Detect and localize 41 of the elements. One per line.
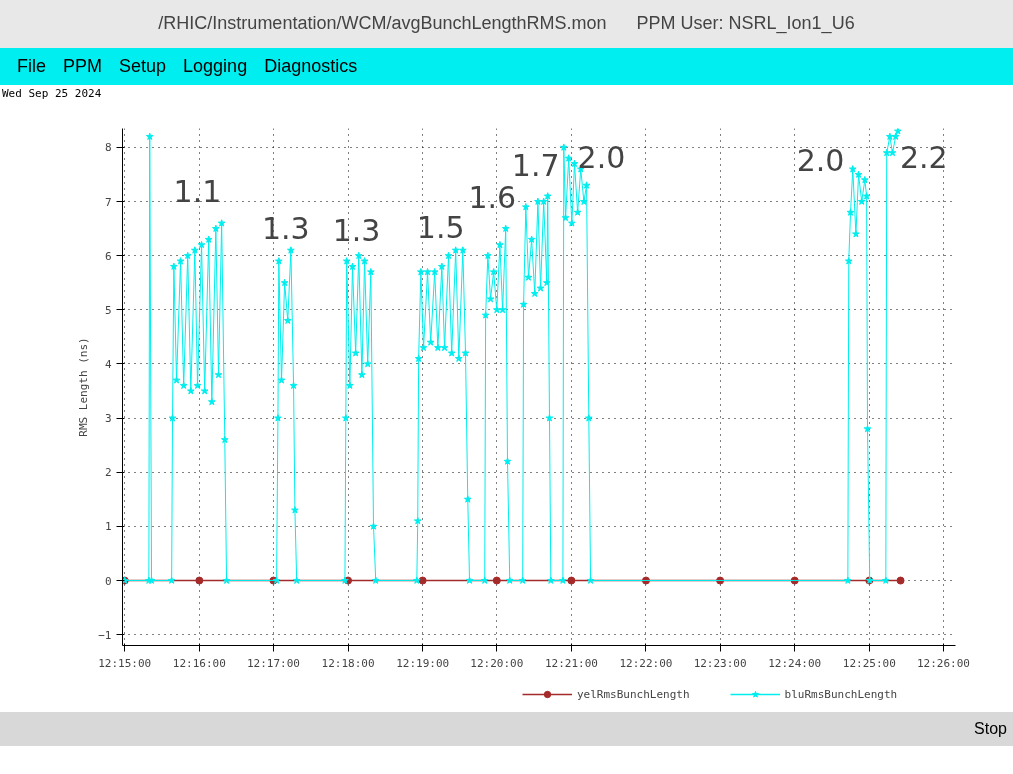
x-tick-label: 12:19:00 bbox=[396, 656, 450, 670]
y-tick-label: 7 bbox=[104, 195, 112, 209]
text: Setup bbox=[119, 54, 167, 78]
text: Wed Sep 25 2024 bbox=[1, 86, 103, 102]
y-tick-label: 6 bbox=[104, 249, 112, 263]
x-tick-label: 12:24:00 bbox=[768, 656, 822, 670]
annotation: 1.1 bbox=[173, 173, 222, 209]
x-tick-label: 12:20:00 bbox=[470, 656, 524, 670]
text: Diagnostics bbox=[264, 54, 358, 78]
text: Logging bbox=[183, 54, 248, 78]
x-tick-label: 12:26:00 bbox=[916, 656, 970, 670]
chart-title: /RHIC/Instrumentation/WCM/avgBunchLengthRMS.mon bbox=[158, 12, 607, 36]
y-tick-label: 0 bbox=[104, 574, 112, 588]
y-tick-label: −1 bbox=[98, 628, 112, 642]
y-tick-label: 5 bbox=[104, 303, 112, 317]
x-tick-label: 12:17:00 bbox=[246, 656, 300, 670]
y-tick-label: 1 bbox=[104, 520, 112, 534]
annotation: 1.3 bbox=[261, 211, 310, 247]
annotation: 1.3 bbox=[332, 213, 381, 249]
annotation: 2.0 bbox=[796, 142, 845, 178]
y-axis-title: RMS Length (ns) bbox=[77, 337, 91, 437]
annotation: 2.0 bbox=[577, 139, 626, 175]
y-tick-label: 8 bbox=[104, 141, 112, 155]
text: File bbox=[17, 54, 47, 78]
x-tick-label: 12:25:00 bbox=[842, 656, 896, 670]
text: PPM bbox=[63, 54, 103, 78]
x-tick-label: 12:16:00 bbox=[172, 656, 226, 670]
x-tick-label: 12:22:00 bbox=[619, 656, 673, 670]
y-tick-label: 3 bbox=[104, 412, 112, 426]
annotation: 2.2 bbox=[899, 139, 948, 175]
annotation: 1.5 bbox=[416, 209, 465, 245]
legend-label: yelRmsBunchLength bbox=[577, 686, 690, 702]
text: Stop bbox=[974, 718, 1007, 739]
legend-label: bluRmsBunchLength bbox=[784, 686, 898, 702]
y-tick-label: 2 bbox=[104, 466, 112, 480]
y-tick-label: 4 bbox=[104, 357, 112, 371]
x-tick-label: 12:15:00 bbox=[98, 656, 152, 670]
x-tick-label: 12:18:00 bbox=[321, 656, 375, 670]
x-tick-label: 12:21:00 bbox=[544, 656, 598, 670]
x-tick-label: 12:23:00 bbox=[693, 656, 747, 670]
chart-subtitle: PPM User: NSRL_Ion1_U6 bbox=[636, 12, 855, 36]
